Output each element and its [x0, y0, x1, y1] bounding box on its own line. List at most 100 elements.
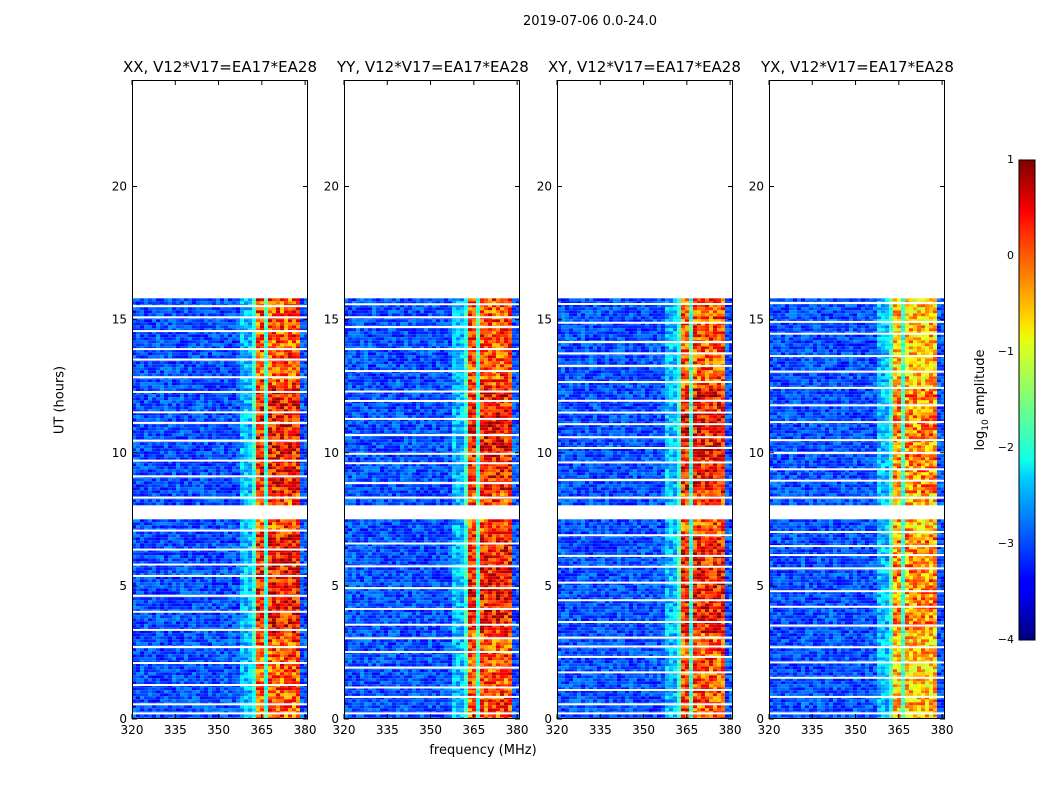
heatmap-cell: [244, 570, 248, 574]
heatmap-cell: [228, 582, 232, 586]
heatmap-cell: [236, 633, 240, 637]
heatmap-cell: [236, 543, 240, 547]
heatmap-cell: [228, 409, 232, 413]
heatmap-cell: [252, 379, 256, 383]
heatmap-cell: [244, 552, 248, 556]
heatmap-cell: [160, 403, 164, 407]
heatmap-cell: [252, 307, 256, 311]
heatmap-cell: [144, 418, 148, 422]
heatmap-cell: [240, 678, 244, 682]
heatmap-cell: [196, 343, 200, 347]
heatmap-cell: [280, 519, 284, 523]
heatmap-cell: [168, 612, 172, 616]
heatmap-cell: [196, 328, 200, 332]
heatmap-cell: [248, 678, 252, 682]
heatmap-cell: [240, 624, 244, 628]
heatmap-cell: [296, 430, 300, 434]
heatmap-cell: [248, 615, 252, 619]
heatmap-cell: [176, 549, 180, 553]
heatmap-cell: [252, 561, 256, 565]
heatmap-cell: [304, 576, 308, 580]
heatmap-cell: [144, 400, 148, 404]
heatmap-cell: [152, 687, 156, 691]
heatmap-cell: [276, 654, 280, 658]
heatmap-cell: [168, 678, 172, 682]
heatmap-cell: [164, 675, 168, 679]
heatmap-cell: [176, 567, 180, 571]
heatmap-cell: [216, 307, 220, 311]
heatmap-cell: [304, 612, 308, 616]
heatmap-cell: [196, 406, 200, 410]
heatmap-cell: [276, 406, 280, 410]
heatmap-cell: [256, 343, 260, 347]
heatmap-cell: [184, 328, 188, 332]
heatmap-cell: [136, 531, 140, 535]
heatmap-cell: [256, 298, 260, 302]
heatmap-cell: [292, 687, 296, 691]
heatmap-cell: [224, 331, 228, 335]
heatmap-cell: [168, 433, 172, 437]
heatmap-cell: [268, 427, 272, 431]
heatmap-cell: [180, 361, 184, 365]
heatmap-cell: [292, 343, 296, 347]
heatmap-cell: [228, 328, 232, 332]
heatmap-cell: [272, 570, 276, 574]
heatmap-cell: [260, 705, 264, 709]
heatmap-cell: [196, 543, 200, 547]
heatmap-cell: [204, 382, 208, 386]
heatmap-cell: [164, 642, 168, 646]
heatmap-cell: [164, 585, 168, 589]
heatmap-cell: [164, 382, 168, 386]
heatmap-cell: [148, 642, 152, 646]
heatmap-cell: [244, 298, 248, 302]
heatmap-cell: [132, 307, 136, 311]
heatmap-cell: [192, 519, 196, 523]
heatmap-cell: [140, 388, 144, 392]
heatmap-cell: [192, 597, 196, 601]
heatmap-cell: [204, 657, 208, 661]
heatmap-cell: [160, 588, 164, 592]
heatmap-cell: [132, 705, 136, 709]
heatmap-cell: [148, 325, 152, 329]
heatmap-cell: [208, 427, 212, 431]
heatmap-cell: [300, 364, 304, 368]
heatmap-cell: [216, 313, 220, 317]
heatmap-cell: [264, 663, 268, 667]
heatmap-cell: [132, 567, 136, 571]
heatmap-cell: [140, 558, 144, 562]
heatmap-cell: [196, 525, 200, 529]
heatmap-cell: [268, 681, 272, 685]
heatmap-cell: [272, 343, 276, 347]
heatmap-cell: [140, 657, 144, 661]
heatmap-cell: [144, 714, 148, 718]
heatmap-cell: [248, 522, 252, 526]
heatmap-cell: [184, 549, 188, 553]
heatmap-cell: [136, 675, 140, 679]
heatmap-cell: [228, 519, 232, 523]
heatmap-cell: [284, 319, 288, 323]
heatmap-cell: [196, 708, 200, 712]
heatmap-cell: [196, 603, 200, 607]
heatmap-cell: [288, 636, 292, 640]
heatmap-cell: [264, 522, 268, 526]
heatmap-cell: [232, 657, 236, 661]
heatmap-cell: [164, 648, 168, 652]
heatmap-cell: [236, 328, 240, 332]
heatmap-cell: [168, 561, 172, 565]
heatmap-cell: [160, 714, 164, 718]
heatmap-cell: [152, 412, 156, 416]
heatmap-cell: [208, 675, 212, 679]
heatmap-cell: [136, 573, 140, 577]
heatmap-cell: [240, 397, 244, 401]
heatmap-cell: [284, 543, 288, 547]
heatmap-cell: [212, 415, 216, 419]
heatmap-cell: [132, 699, 136, 703]
heatmap-cell: [300, 660, 304, 664]
heatmap-cell: [264, 669, 268, 673]
heatmap-cell: [252, 355, 256, 359]
heatmap-cell: [144, 543, 148, 547]
heatmap-cell: [300, 418, 304, 422]
heatmap-cell: [300, 555, 304, 559]
heatmap-cell: [152, 397, 156, 401]
heatmap-cell: [204, 618, 208, 622]
